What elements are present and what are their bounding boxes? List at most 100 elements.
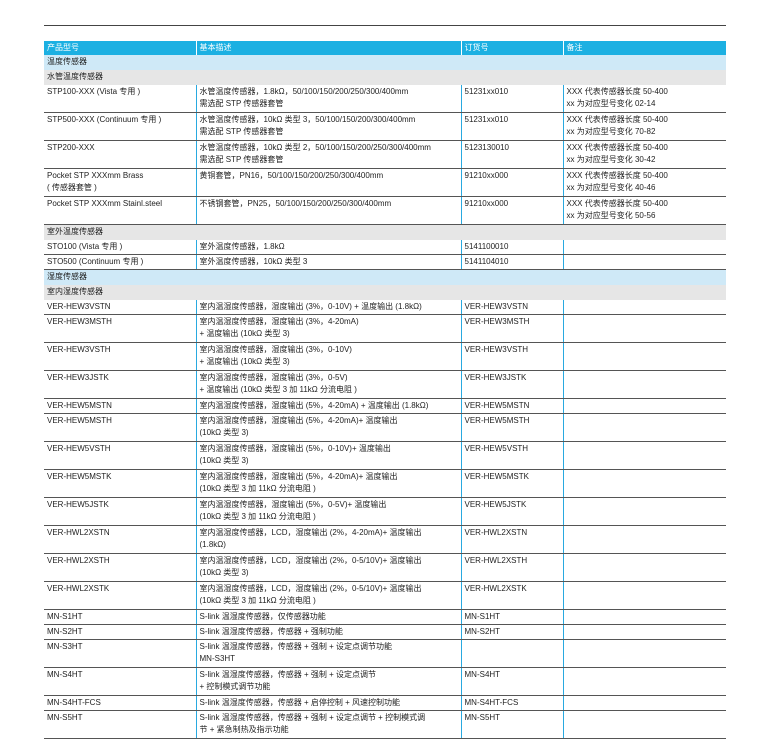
description-cell: 不锈钢套管，PN25，50/100/150/200/250/300/400mm	[195, 196, 461, 225]
subcategory-label: 室内湿度传感器	[44, 285, 726, 300]
description-cell: 室内温湿度传感器，湿度输出 (3%，4-20mA) + 温度输出 (10kΩ 类…	[195, 314, 461, 343]
subcategory-row: 水管温度传感器	[44, 70, 726, 85]
order-number-cell: MN-S5HT	[460, 710, 563, 739]
category-label: 湿度传感器	[44, 269, 726, 285]
note-cell	[562, 667, 726, 696]
description-cell: 水管温度传感器，1.8kΩ，50/100/150/200/250/300/400…	[195, 85, 461, 113]
subcategory-label: 室外温度传感器	[44, 224, 726, 240]
table-row: STO100 (Vista 专用 ) 室外温度传感器，1.8kΩ 514110001…	[44, 240, 726, 255]
description-cell: S-link 温湿度传感器，传感器 + 强制功能	[195, 624, 461, 640]
order-number-cell: VER-HWL2XSTN	[460, 525, 563, 554]
description-cell: 室外温度传感器，1.8kΩ	[195, 240, 461, 255]
table-row: VER-HEW3MSTH 室内温湿度传感器，湿度输出 (3%，4-20mA) + …	[44, 314, 726, 343]
model-cell: VER-HEW5MSTN	[44, 398, 196, 414]
order-number-cell: 51231xx010	[460, 112, 563, 141]
description-cell: 室内温湿度传感器，LCD，湿度输出 (2%，0-5/10V)+ 温度输出 (10…	[195, 553, 461, 582]
description-cell: S-link 温湿度传感器，传感器 + 启停控制 + 风速控制功能	[195, 695, 461, 711]
order-number-cell: MN-S1HT	[460, 609, 563, 625]
model-cell: MN-S4HT-FCS	[44, 695, 196, 711]
model-cell: VER-HWL2XSTN	[44, 525, 196, 554]
model-cell: STP200-XXX	[44, 140, 196, 169]
model-cell: MN-S3HT	[44, 639, 196, 668]
product-table: 产品型号 基本描述 订货号 备注 温度传感器 水管温度传感器 STP100-XXX …	[44, 41, 726, 739]
description-cell: 室内温湿度传感器，LCD，湿度输出 (2%，4-20mA)+ 温度输出 (1.8…	[195, 525, 461, 554]
note-cell	[562, 525, 726, 554]
order-number-cell: MN-S2HT	[460, 624, 563, 640]
note-cell	[562, 314, 726, 343]
order-number-cell: VER-HEW5VSTH	[460, 441, 563, 470]
order-number-cell: VER-HEW3VSTH	[460, 342, 563, 371]
note-cell: XXX 代表传感器长度 50-400 xx 为对应型号变化 02-14	[562, 85, 726, 113]
table-row: VER-HEW3JSTK 室内温湿度传感器，湿度输出 (3%，0-5V) + 温度…	[44, 370, 726, 399]
description-cell: 水管温度传感器，10kΩ 类型 3，50/100/150/200/300/400…	[195, 112, 461, 141]
order-number-cell	[460, 639, 563, 668]
model-cell: VER-HEW5JSTK	[44, 497, 196, 526]
model-cell: VER-HEW5MSTH	[44, 413, 196, 442]
table-row: STP200-XXX 水管温度传感器，10kΩ 类型 2，50/100/150/2…	[44, 140, 726, 169]
table-row: VER-HEW3VSTH 室内温湿度传感器，湿度输出 (3%，0-10V) + 温…	[44, 342, 726, 371]
description-cell: 室内温湿度传感器，湿度输出 (5%，4-20mA)+ 温度输出 (10kΩ 类型…	[195, 469, 461, 498]
description-cell: S-link 温湿度传感器，传感器 + 强制 + 设定点调节 + 控制模式调节功…	[195, 667, 461, 696]
note-cell	[562, 300, 726, 315]
description-cell: S-link 温湿度传感器，传感器 + 强制 + 设定点调节 + 控制模式调 节…	[195, 710, 461, 739]
subcategory-label: 水管温度传感器	[44, 70, 726, 85]
description-cell: 室内温湿度传感器，湿度输出 (5%，4-20mA) + 温度输出 (1.8kΩ)	[195, 398, 461, 414]
model-cell: VER-HEW3VSTH	[44, 342, 196, 371]
description-cell: 室内温湿度传感器，湿度输出 (3%，0-10V) + 温度输出 (1.8kΩ)	[195, 300, 461, 315]
note-cell	[562, 370, 726, 399]
order-number-cell: 5141104010	[460, 254, 563, 270]
table-row: VER-HWL2XSTN 室内温湿度传感器，LCD，湿度输出 (2%，4-20mA…	[44, 525, 726, 554]
model-cell: VER-HEW3MSTH	[44, 314, 196, 343]
note-cell: XXX 代表传感器长度 50-400 xx 为对应型号变化 50-56	[562, 196, 726, 225]
table-row: Pocket STP XXXmm Brass ( 传感器套管 ) 黄铜套管，PN1…	[44, 168, 726, 197]
note-cell	[562, 398, 726, 414]
model-cell: STO100 (Vista 专用 )	[44, 240, 196, 255]
order-number-cell: 91210xx000	[460, 168, 563, 197]
table-row: VER-HWL2XSTK 室内温湿度传感器，LCD，湿度输出 (2%，0-5/10…	[44, 581, 726, 610]
table-row: VER-HEW5MSTK 室内温湿度传感器，湿度输出 (5%，4-20mA)+ 温…	[44, 469, 726, 498]
header-description: 基本描述	[195, 41, 461, 55]
table-row: MN-S1HT S-link 温湿度传感器，仅传感器功能 MN-S1HT	[44, 609, 726, 625]
table-row: MN-S4HT S-link 温湿度传感器，传感器 + 强制 + 设定点调节 + …	[44, 667, 726, 696]
description-cell: 室内温湿度传感器，湿度输出 (3%，0-10V) + 温度输出 (10kΩ 类型…	[195, 342, 461, 371]
order-number-cell: 51231xx010	[460, 85, 563, 113]
note-cell	[562, 413, 726, 442]
note-cell	[562, 497, 726, 526]
model-cell: MN-S2HT	[44, 624, 196, 640]
model-cell: MN-S1HT	[44, 609, 196, 625]
table-row: STP100-XXX (Vista 专用 ) 水管温度传感器，1.8kΩ，50/1…	[44, 85, 726, 113]
order-number-cell: VER-HEW3MSTH	[460, 314, 563, 343]
model-cell: VER-HEW5MSTK	[44, 469, 196, 498]
order-number-cell: VER-HEW5MSTH	[460, 413, 563, 442]
note-cell	[562, 441, 726, 470]
order-number-cell: VER-HEW5MSTK	[460, 469, 563, 498]
table-row: VER-HEW5JSTK 室内温湿度传感器，湿度输出 (5%，0-5V)+ 温度输…	[44, 497, 726, 526]
note-cell	[562, 240, 726, 255]
table-row: VER-HEW3VSTN 室内温湿度传感器，湿度输出 (3%，0-10V) + 温…	[44, 300, 726, 315]
header-model: 产品型号	[44, 41, 196, 55]
order-number-cell: VER-HWL2XSTK	[460, 581, 563, 610]
table-row: VER-HWL2XSTH 室内温湿度传感器，LCD，湿度输出 (2%，0-5/10…	[44, 553, 726, 582]
header-order-number: 订货号	[460, 41, 563, 55]
category-label: 温度传感器	[44, 55, 726, 70]
note-cell	[562, 624, 726, 640]
note-cell	[562, 469, 726, 498]
description-cell: 室内温湿度传感器，湿度输出 (5%，0-5V)+ 温度输出 (10kΩ 类型 3…	[195, 497, 461, 526]
description-cell: 黄铜套管，PN16，50/100/150/200/250/300/400mm	[195, 168, 461, 197]
model-cell: STP500-XXX (Continuum 专用 )	[44, 112, 196, 141]
order-number-cell: 5141100010	[460, 240, 563, 255]
description-cell: S-link 温湿度传感器，传感器 + 强制 + 设定点调节功能 MN-S3HT	[195, 639, 461, 668]
note-cell	[562, 639, 726, 668]
description-cell: 室内温湿度传感器，湿度输出 (5%，0-10V)+ 温度输出 (10kΩ 类型 …	[195, 441, 461, 470]
note-cell: XXX 代表传感器长度 50-400 xx 为对应型号变化 40-46	[562, 168, 726, 197]
note-cell	[562, 342, 726, 371]
note-cell	[562, 710, 726, 739]
table-row: VER-HEW5MSTN 室内温湿度传感器，湿度输出 (5%，4-20mA) + …	[44, 398, 726, 414]
model-cell: Pocket STP XXXmm Stainl.steel	[44, 196, 196, 225]
table-row: MN-S2HT S-link 温湿度传感器，传感器 + 强制功能 MN-S2HT	[44, 624, 726, 640]
category-row: 温度传感器	[44, 55, 726, 70]
model-cell: MN-S5HT	[44, 710, 196, 739]
model-cell: VER-HWL2XSTK	[44, 581, 196, 610]
table-header: 产品型号 基本描述 订货号 备注	[44, 41, 726, 55]
category-row: 湿度传感器	[44, 269, 726, 285]
